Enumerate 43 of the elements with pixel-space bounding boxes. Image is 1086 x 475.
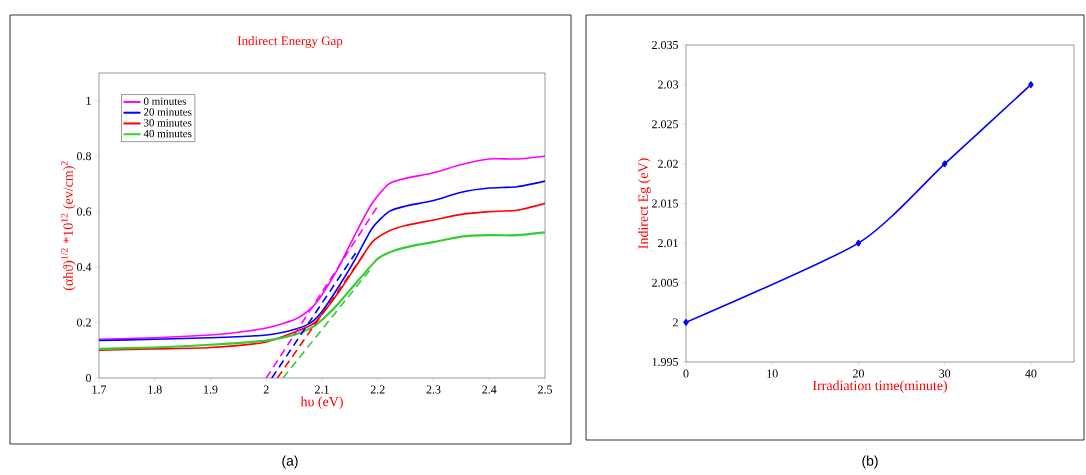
point [855, 239, 862, 247]
point [683, 318, 689, 326]
legend-label: 40 minutes [143, 129, 192, 138]
x-tick-label: 10 [767, 369, 778, 378]
x-tick-label: 0 [683, 369, 689, 378]
y-tick-label: 2.02 [658, 159, 678, 168]
y-tick-label: 0.2 [76, 318, 91, 327]
chart-title: Indirect Energy Gap [237, 36, 343, 48]
x-axis-title: Irradiation time(minute) [812, 380, 948, 394]
y-tick-label: 2.005 [652, 278, 679, 287]
y-tick-label: 2.015 [652, 199, 679, 208]
y-axis-title: Indirect Eg (eV) [638, 158, 651, 249]
x-tick-label: 30 [939, 369, 951, 378]
y-tick-label: 2.025 [652, 120, 679, 129]
x-tick-label: 2.3 [426, 385, 441, 394]
y-tick-label: 2.01 [658, 239, 678, 248]
y-tick-label: 0.8 [76, 152, 92, 161]
legend-label: 20 minutes [143, 108, 192, 116]
legend-label: 30 minutes [144, 119, 192, 127]
y-tick-label: 0.6 [76, 207, 92, 216]
y-tick-label: 2.035 [652, 40, 679, 50]
y-axis-title: (αhϑ)$^{1/2}$ *10$^{12}$ (ev/cm)$^{2}$ [61, 161, 76, 291]
x-tick-label: 1.7 [92, 385, 107, 394]
x-tick-label: 2.2 [370, 385, 385, 394]
x-tick-label: 2.1 [315, 385, 329, 394]
x-tick-label: 40 [1025, 369, 1037, 378]
point [941, 160, 948, 168]
text: (b) [862, 455, 878, 469]
y-tick-label: 2.03 [658, 80, 679, 89]
x-tick-label: 20 [853, 369, 864, 378]
text: (a) [282, 455, 298, 469]
x-tick-label: 2.4 [482, 385, 497, 394]
x-axis-title: hυ (eV) [300, 396, 343, 410]
y-tick-label: 1.995 [652, 357, 679, 367]
y-tick-label: 0.4 [76, 263, 92, 272]
point [1028, 81, 1034, 89]
x-tick-label: 2 [263, 385, 269, 394]
legend-label: 0 minutes [143, 97, 186, 105]
y-tick-label: 1 [86, 96, 91, 105]
y-tick-label: 2 [673, 318, 678, 327]
x-tick-label: 1.9 [204, 385, 218, 394]
x-tick-label: 1.8 [148, 385, 162, 394]
x-tick-label: 2.5 [538, 385, 553, 394]
